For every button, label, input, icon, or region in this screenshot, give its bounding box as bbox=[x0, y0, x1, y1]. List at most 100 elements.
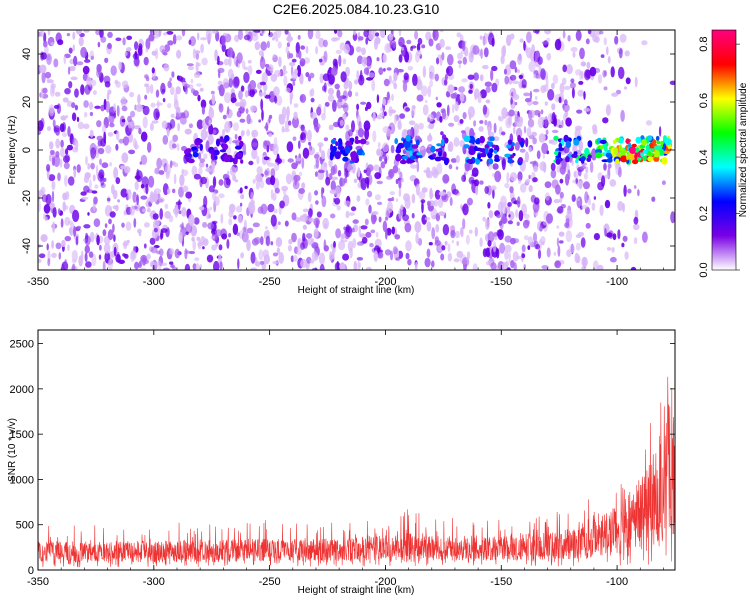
spectrogram-noise-speckle bbox=[283, 75, 288, 87]
spectrogram-noise-speckle bbox=[154, 167, 160, 175]
spectrogram-noise-speckle bbox=[581, 204, 588, 209]
spectrogram-noise-speckle bbox=[52, 221, 56, 233]
spectrogram-noise-speckle bbox=[323, 50, 328, 63]
spectrogram-noise-speckle bbox=[126, 47, 132, 52]
spectrogram-noise-speckle bbox=[444, 73, 448, 81]
spectrogram-noise-speckle bbox=[181, 30, 186, 37]
spectrogram-noise-speckle bbox=[441, 108, 447, 120]
spectrogram-noise-speckle bbox=[298, 188, 306, 194]
spectrogram-noise-speckle bbox=[83, 224, 91, 229]
spectrogram-noise-speckle bbox=[240, 194, 244, 200]
spectrogram-noise-speckle bbox=[427, 117, 430, 123]
spectrogram-noise-speckle bbox=[383, 111, 387, 117]
spectrogram-noise-speckle bbox=[349, 247, 353, 259]
spectrogram-noise-speckle bbox=[313, 228, 319, 239]
spectrogram-noise-speckle bbox=[67, 176, 75, 186]
spectrogram-noise-speckle bbox=[218, 193, 225, 199]
spectrogram-noise-speckle bbox=[252, 222, 260, 228]
spectrogram-noise-speckle bbox=[162, 135, 169, 145]
spectrogram-noise-speckle bbox=[60, 218, 64, 228]
spectrogram-noise-speckle bbox=[173, 99, 179, 110]
spectrogram-noise-speckle bbox=[227, 170, 230, 176]
spectrogram-noise-speckle bbox=[447, 143, 451, 152]
spectrogram-noise-speckle bbox=[140, 184, 145, 189]
spectrogram-noise-speckle bbox=[439, 116, 443, 123]
spectrogram-noise-speckle bbox=[200, 128, 208, 141]
spectrogram-noise-speckle bbox=[372, 215, 377, 223]
spectrogram-noise-speckle bbox=[283, 70, 288, 74]
spectrogram-noise-speckle bbox=[610, 66, 615, 78]
spectrogram-noise-speckle bbox=[193, 72, 201, 78]
spectrogram-noise-speckle bbox=[526, 127, 532, 138]
spectrogram-noise-speckle bbox=[546, 247, 551, 258]
spectrogram-noise-speckle bbox=[167, 80, 172, 89]
spectrogram-noise-speckle bbox=[580, 165, 586, 170]
spectrogram-noise-speckle bbox=[49, 202, 55, 209]
spectrogram-noise-speckle bbox=[125, 221, 132, 231]
spectrogram-noise-speckle bbox=[161, 88, 166, 93]
spectrogram-noise-speckle bbox=[340, 233, 346, 239]
spectrogram-signal-point bbox=[330, 143, 334, 152]
spectrogram-signal-point bbox=[238, 135, 242, 141]
spectrogram-noise-speckle bbox=[73, 55, 78, 67]
spectrogram-noise-speckle bbox=[102, 124, 107, 134]
spectrogram-signal-point bbox=[475, 138, 481, 145]
snr-x-axis-label: Height of straight line (km) bbox=[298, 585, 415, 596]
spectrogram-noise-speckle bbox=[138, 127, 142, 135]
spectrogram-noise-speckle bbox=[108, 218, 112, 225]
spectrogram-noise-speckle bbox=[145, 38, 151, 50]
spectrogram-noise-speckle bbox=[497, 115, 501, 121]
spectrogram-noise-speckle bbox=[372, 130, 377, 143]
spectrogram-noise-speckle bbox=[543, 162, 547, 173]
spectrogram-noise-speckle bbox=[155, 30, 162, 37]
spectrogram-noise-speckle bbox=[360, 225, 368, 230]
spectrogram-noise-speckle bbox=[136, 194, 140, 206]
spectrogram-noise-speckle bbox=[465, 234, 470, 245]
spectrogram-noise-speckle bbox=[287, 245, 293, 252]
spectrogram-noise-speckle bbox=[585, 166, 589, 174]
spectrogram-noise-speckle bbox=[264, 226, 268, 230]
spectrogram-noise-speckle bbox=[142, 208, 146, 213]
spectrogram-noise-speckle bbox=[540, 109, 544, 115]
spectrogram-noise-speckle bbox=[514, 66, 518, 73]
spectrogram-noise-speckle bbox=[459, 119, 464, 124]
spectrogram-signal-point bbox=[361, 152, 365, 156]
spectrogram-signal-point bbox=[563, 134, 569, 143]
spectrogram-noise-speckle bbox=[244, 185, 248, 190]
spectrogram-noise-speckle bbox=[405, 240, 412, 252]
spectrogram-noise-speckle bbox=[192, 48, 196, 59]
spectrogram-noise-speckle bbox=[157, 219, 161, 225]
spectrogram-noise-speckle bbox=[429, 79, 434, 88]
spectrogram-signal-point bbox=[338, 138, 343, 145]
spectrogram-noise-speckle bbox=[314, 171, 318, 177]
spectrogram-noise-speckle bbox=[533, 30, 540, 34]
spectrogram-signal-point bbox=[416, 152, 422, 156]
spectrogram-noise-speckle bbox=[435, 96, 438, 101]
spectrogram-noise-speckle bbox=[459, 140, 465, 148]
spectrogram-signal-point bbox=[646, 152, 655, 157]
spectrogram-signal-point bbox=[344, 146, 351, 154]
spectrogram-noise-speckle bbox=[468, 89, 473, 94]
spectrogram-noise-speckle bbox=[242, 226, 247, 232]
spectrogram-noise-speckle bbox=[169, 86, 175, 96]
spectrogram-noise-speckle bbox=[599, 30, 604, 35]
spectrogram-noise-speckle bbox=[182, 185, 189, 193]
spectrogram-noise-speckle bbox=[244, 90, 249, 98]
spectrogram-noise-speckle bbox=[89, 179, 92, 191]
spectrogram-noise-speckle bbox=[527, 245, 531, 251]
spectrogram-noise-speckle bbox=[113, 103, 116, 112]
spectrogram-signal-point bbox=[489, 148, 494, 154]
spectrogram-noise-speckle bbox=[163, 32, 168, 36]
spectrogram-signal-point bbox=[615, 158, 620, 164]
spectrogram-noise-speckle bbox=[410, 164, 418, 169]
spectrogram-noise bbox=[38, 30, 675, 270]
spectrogram-signal-point bbox=[403, 141, 411, 149]
spectrogram-noise-speckle bbox=[516, 69, 521, 73]
spectrogram-noise-speckle bbox=[51, 190, 55, 203]
spectrogram-noise-speckle bbox=[355, 133, 359, 137]
spectrogram-noise-speckle bbox=[207, 222, 215, 230]
spectrogram-noise-speckle bbox=[272, 54, 276, 58]
spectrogram-noise-speckle bbox=[300, 134, 304, 141]
spectrogram-noise-speckle bbox=[288, 238, 293, 245]
spectrogram-noise-speckle bbox=[474, 226, 478, 237]
